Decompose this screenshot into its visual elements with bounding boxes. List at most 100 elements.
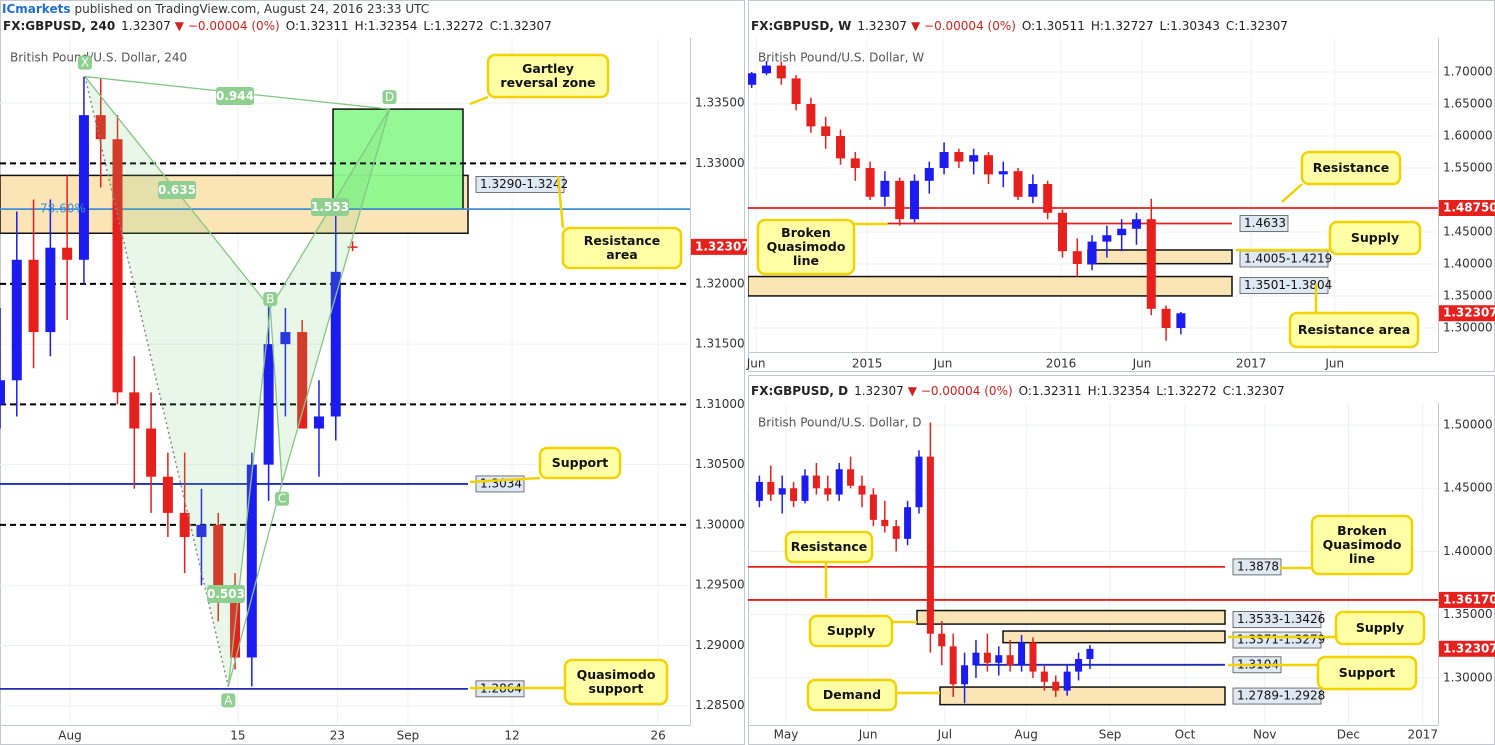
callout-text: Support: [1338, 665, 1396, 681]
x-tick-label: Sep: [397, 729, 420, 743]
candle-body: [1018, 642, 1026, 666]
callout-pointer: [556, 175, 565, 229]
axis-level-box: [1439, 591, 1495, 608]
y-tick-label: 1.32000: [695, 276, 745, 290]
candle-body: [904, 507, 912, 539]
y-tick-label: 1.70000: [1443, 64, 1493, 78]
candle-body: [1161, 308, 1171, 328]
candle-body: [1029, 642, 1037, 672]
last-price-label: 1.32307: [695, 239, 750, 253]
callout-text: Resistance: [790, 539, 868, 555]
change: ▼ −0.00004 (0%): [175, 19, 280, 33]
axis-level-label: 1.48750: [1443, 200, 1495, 214]
ohlc-value: L:1.30343: [1160, 19, 1220, 33]
pattern-point-label: X: [81, 56, 89, 70]
axis-level-label: 1.36170: [1443, 592, 1495, 606]
chart-title: British Pound/U.S. Dollar, D: [758, 416, 921, 430]
callout: Broken Quasimodo line: [766, 225, 846, 268]
pattern-point: [263, 291, 278, 306]
x-tick-label: Jun: [858, 728, 878, 742]
publisher: ICmarkets: [2, 2, 70, 16]
callout: Resistance: [1313, 161, 1389, 175]
ratio-box: [158, 181, 196, 199]
y-tick-label: 1.28500: [695, 698, 745, 712]
candle-body: [983, 155, 993, 175]
callout-box: [1328, 220, 1422, 256]
candle-body: [776, 65, 786, 79]
x-tick-label: 23: [330, 729, 345, 743]
x-tick-label: 2017: [1408, 728, 1439, 742]
y-tick-label: 1.33500: [695, 96, 745, 110]
zone-label: 1.4005-1.4219: [1244, 251, 1332, 265]
zone: [332, 108, 464, 210]
callout: Broken Quasimodo line: [1322, 523, 1402, 566]
x-tick-label: 2015: [852, 357, 883, 371]
candle-body: [0, 380, 5, 405]
y-tick-label: 1.29000: [695, 638, 745, 652]
callout: Supply: [827, 624, 875, 638]
candle-body: [801, 475, 809, 501]
candle-body: [179, 512, 190, 537]
callout-text: Supply: [1355, 620, 1405, 636]
zone-label: 1.3533-1.3426: [1237, 612, 1325, 626]
chart-title: British Pound/U.S. Dollar, W: [758, 51, 924, 65]
callout: Supply: [1351, 231, 1399, 245]
ohlc-value: C:1.32307: [1223, 384, 1285, 398]
y-tick-label: 1.30000: [1443, 320, 1493, 334]
x-tick-label: Aug: [58, 729, 81, 743]
callout-box: [1316, 655, 1418, 691]
zone-label-box: [1232, 611, 1322, 628]
x-tick-label: Jun: [1132, 357, 1152, 371]
ratio-label: 1.553: [311, 200, 349, 214]
candle-body: [11, 259, 22, 381]
ohlc-value: H:1.32354: [1088, 384, 1151, 398]
candle-body: [767, 481, 775, 495]
ohlc-value: H:1.32727: [1091, 19, 1154, 33]
callout-text: Support: [551, 455, 609, 471]
ohlc-value: O:1.30511: [1022, 19, 1085, 33]
x-tick-label: 26: [650, 729, 665, 743]
x-tick-label: 2017: [1236, 357, 1267, 371]
candle-body: [755, 481, 763, 501]
ohlc-value: H:1.32354: [355, 19, 418, 33]
candle-body: [748, 73, 757, 85]
zone: [1002, 630, 1226, 644]
y-tick-label: 1.45000: [1443, 481, 1493, 495]
callout-box: [486, 53, 610, 99]
candle-body: [880, 180, 890, 197]
y-tick-label: 1.30000: [1443, 670, 1493, 684]
candle-body: [961, 665, 969, 685]
last-price-box: [1439, 640, 1495, 657]
ratio-label: 0.944: [216, 89, 254, 103]
candle-body: [909, 180, 919, 220]
candle-body: [847, 469, 855, 486]
candle-body: [812, 475, 820, 489]
zone: [1087, 249, 1233, 265]
candle-body: [1028, 183, 1038, 197]
candle-body: [45, 247, 56, 333]
plot-area: [748, 38, 1438, 352]
callout-text: Broken Quasimodo line: [1322, 523, 1402, 566]
candle-body: [998, 171, 1008, 175]
y-tick-label: 1.33000: [695, 156, 745, 170]
change: ▼ −0.00004 (0%): [908, 384, 1013, 398]
callout-box: [1334, 610, 1426, 646]
callout-box: [1310, 514, 1414, 576]
publisher-line: ICmarkets published on TradingView.com, A…: [2, 2, 429, 16]
ohlc-value: O:1.32311: [1019, 384, 1082, 398]
y-tick-label: 1.31500: [695, 337, 745, 351]
pattern-point-label: D: [385, 90, 394, 104]
x-tick-label: Jun: [746, 357, 766, 371]
candle-body: [330, 271, 341, 417]
x-tick-label: Sep: [1099, 728, 1122, 742]
y-tick-label: 1.29500: [695, 578, 745, 592]
candle-body: [246, 464, 257, 658]
pattern-leg: [227, 307, 271, 687]
callout-text: Broken Quasimodo line: [766, 225, 846, 268]
pattern-triangle: [270, 109, 390, 483]
last-price-label: 1.32307: [1443, 306, 1495, 320]
candle-body: [790, 488, 798, 501]
callout-box: [1288, 311, 1420, 349]
